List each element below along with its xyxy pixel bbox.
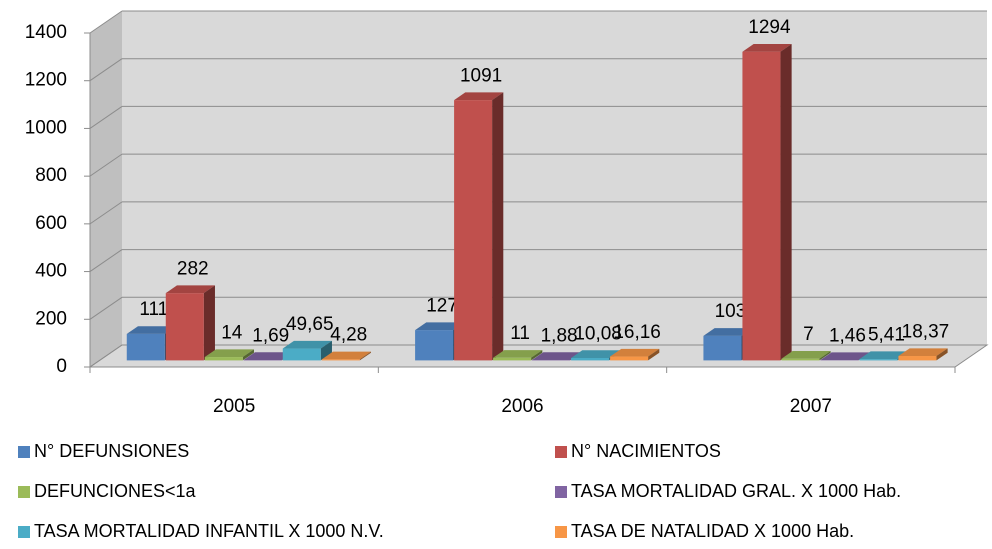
bar — [859, 359, 898, 361]
data-label: 1091 — [460, 65, 502, 86]
y-tick-label: 800 — [35, 165, 67, 186]
grid-line — [89, 153, 123, 177]
bar-top — [532, 352, 582, 360]
grid-line — [89, 344, 123, 368]
legend-swatch — [555, 486, 567, 498]
bar-side — [531, 350, 543, 361]
bar-top — [820, 352, 870, 361]
bar — [781, 358, 820, 361]
bar-top — [204, 349, 254, 358]
bar — [126, 333, 165, 361]
legend-swatch — [18, 526, 30, 538]
x-tick-label: 2005 — [213, 396, 255, 417]
legend-swatch — [18, 446, 30, 458]
bar-top — [126, 326, 176, 334]
bar — [610, 356, 649, 361]
data-label: 1,69 — [252, 325, 289, 346]
bar — [703, 335, 742, 361]
grid-line — [89, 106, 123, 129]
grid-line — [89, 58, 123, 82]
y-tick-label: 200 — [35, 308, 67, 329]
data-label: 16,16 — [613, 322, 661, 343]
y-tick-label: 1200 — [25, 70, 67, 91]
bar — [282, 348, 321, 361]
bar — [165, 293, 204, 361]
side-wall — [90, 11, 122, 367]
bar-top — [454, 92, 504, 101]
bar-top — [571, 350, 621, 358]
bar — [493, 357, 532, 361]
bar-top — [493, 350, 543, 358]
grid-line — [89, 296, 123, 320]
bar — [571, 357, 610, 361]
bar-top — [243, 352, 293, 360]
bar-side — [936, 348, 948, 361]
data-label: 18,37 — [902, 321, 950, 342]
legend-label: N° NACIMIENTOS — [571, 441, 721, 461]
x-tick-label: 2006 — [501, 396, 543, 417]
legend-label: TASA MORTALIDAD GRAL. X 1000 Hab. — [571, 481, 901, 501]
bar-side — [492, 92, 504, 361]
legend-swatch — [18, 486, 30, 498]
legend-label: N° DEFUNSIONES — [34, 441, 189, 461]
legend-swatch — [555, 446, 567, 458]
legend-swatch — [555, 526, 567, 538]
legend-label: TASA MORTALIDAD INFANTIL X 1000 N.V. — [34, 521, 384, 541]
bar-top — [703, 328, 753, 336]
bar-side — [648, 348, 660, 361]
bar-side — [359, 351, 371, 361]
bar — [321, 359, 360, 361]
grid-line — [89, 249, 123, 272]
y-tick-label: 1400 — [25, 22, 67, 43]
bar — [454, 100, 493, 361]
bar-side — [203, 285, 215, 361]
data-label: 7 — [803, 324, 814, 345]
data-label: 4,28 — [330, 325, 367, 346]
grid-line — [89, 201, 123, 225]
bar — [204, 357, 243, 361]
data-label: 49,65 — [286, 314, 334, 335]
bar-top — [282, 340, 332, 349]
y-tick-label: 1000 — [25, 117, 67, 138]
bar-top — [859, 351, 909, 360]
bar-side — [819, 351, 831, 361]
data-label: 10,08 — [574, 323, 622, 344]
bar-top — [321, 351, 371, 360]
bar-side — [780, 43, 792, 361]
y-tick-label: 0 — [56, 356, 67, 377]
data-label: 1,88 — [541, 325, 578, 346]
data-label: 111 — [139, 299, 168, 320]
data-label: 14 — [221, 322, 243, 343]
y-tick-label: 600 — [35, 213, 67, 234]
bar — [898, 356, 937, 361]
data-label: 5,41 — [868, 324, 905, 345]
x-tick-label: 2007 — [790, 396, 832, 417]
bar-side — [320, 340, 332, 361]
bar-top — [898, 348, 948, 357]
data-label: 1294 — [748, 17, 791, 38]
data-label: 1,46 — [829, 325, 866, 346]
y-tick-label: 400 — [35, 261, 67, 282]
bar — [415, 330, 454, 361]
bar-top — [165, 285, 215, 294]
data-label: 127 — [426, 295, 458, 316]
grid-line — [89, 10, 123, 34]
back-wall — [122, 11, 987, 345]
data-label: 282 — [177, 258, 209, 279]
bar-top — [742, 43, 792, 52]
bar-top — [415, 322, 465, 331]
bar-side — [242, 349, 254, 361]
data-label: 11 — [510, 323, 530, 344]
legend-label: TASA DE NATALIDAD X 1000 Hab. — [571, 521, 854, 541]
bar-top — [781, 351, 831, 359]
bar — [742, 51, 781, 361]
data-label: 103 — [715, 301, 747, 322]
bar-top — [610, 348, 660, 357]
legend-label: DEFUNCIONES<1a — [34, 481, 197, 501]
